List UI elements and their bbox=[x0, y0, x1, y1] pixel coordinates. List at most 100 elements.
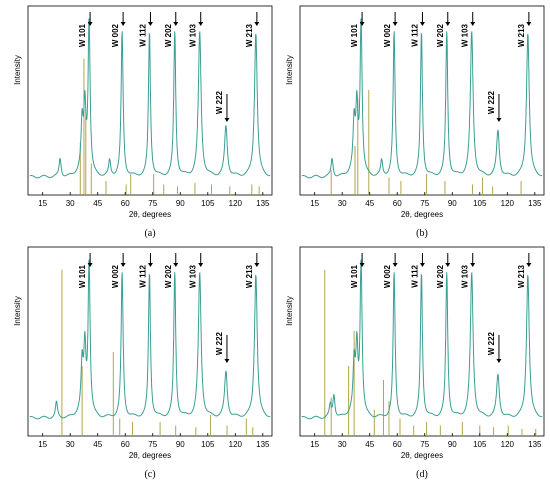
peak-label: W 222 bbox=[215, 331, 224, 355]
x-tick-label: 15 bbox=[38, 440, 47, 449]
panel-label: (c) bbox=[144, 469, 155, 480]
peak-label: W 002 bbox=[383, 264, 392, 288]
peak-label: W 112 bbox=[138, 264, 147, 287]
x-tick-label: 120 bbox=[229, 440, 243, 449]
x-tick-label: 105 bbox=[473, 199, 487, 208]
down-arrow-icon bbox=[392, 22, 398, 26]
plot-frame bbox=[27, 5, 273, 196]
peak-label: W 103 bbox=[189, 23, 198, 47]
x-tick-label: 135 bbox=[256, 199, 270, 208]
down-arrow-icon bbox=[496, 118, 502, 122]
peak-label: W 002 bbox=[111, 264, 120, 288]
peak-label: W 202 bbox=[436, 23, 445, 47]
peak-label: W 103 bbox=[461, 264, 470, 288]
x-axis-title: 2θ, degrees bbox=[401, 451, 443, 460]
down-arrow-icon bbox=[526, 263, 532, 267]
plot-frame bbox=[299, 246, 545, 437]
x-tick-label: 15 bbox=[38, 199, 47, 208]
down-arrow-icon bbox=[147, 22, 153, 26]
y-axis-title: Intensity bbox=[13, 55, 22, 85]
x-tick-label: 120 bbox=[501, 440, 515, 449]
down-arrow-icon bbox=[173, 263, 179, 267]
chart-panel-b: 15 30 45 60 75 90 105 120 135 2θ, degrees Intensit… bbox=[285, 5, 545, 239]
peak-label: W 112 bbox=[410, 23, 419, 46]
down-arrow-icon bbox=[419, 263, 425, 267]
down-arrow-icon bbox=[224, 359, 230, 363]
peak-label: W 213 bbox=[245, 264, 254, 288]
x-tick-label: 30 bbox=[66, 440, 75, 449]
diffraction-pattern-line bbox=[29, 259, 271, 420]
x-tick-label: 90 bbox=[448, 440, 457, 449]
down-arrow-icon bbox=[224, 118, 230, 122]
x-tick-label: 135 bbox=[528, 199, 542, 208]
down-arrow-icon bbox=[120, 263, 126, 267]
panel-label: (d) bbox=[416, 469, 428, 480]
x-tick-label: 75 bbox=[148, 440, 157, 449]
x-tick-label: 45 bbox=[93, 199, 102, 208]
down-arrow-icon bbox=[359, 22, 365, 26]
x-tick-label: 105 bbox=[473, 440, 487, 449]
x-tick-label: 30 bbox=[338, 440, 347, 449]
y-axis-title: Intensity bbox=[285, 296, 294, 326]
x-tick-label: 120 bbox=[229, 199, 243, 208]
down-arrow-icon bbox=[392, 263, 398, 267]
down-arrow-icon bbox=[87, 263, 93, 267]
x-tick-label: 45 bbox=[365, 440, 374, 449]
x-tick-label: 15 bbox=[310, 440, 319, 449]
chart-panel-a: 15 30 45 60 75 90 105 120 135 2θ, degrees Intensit… bbox=[13, 5, 273, 239]
x-axis-title: 2θ, degrees bbox=[401, 210, 443, 219]
peak-label: W 213 bbox=[517, 23, 526, 47]
peak-label: W 112 bbox=[410, 264, 419, 287]
x-tick-label: 30 bbox=[338, 199, 347, 208]
peak-label: W 222 bbox=[487, 90, 496, 114]
peak-label: W 002 bbox=[383, 23, 392, 47]
x-tick-label: 135 bbox=[528, 440, 542, 449]
chart-panel-c: 15 30 45 60 75 90 105 120 135 2θ, degrees Intensit… bbox=[13, 246, 273, 480]
x-tick-label: 45 bbox=[93, 440, 102, 449]
x-tick-label: 60 bbox=[121, 440, 130, 449]
peak-label: W 222 bbox=[215, 90, 224, 114]
down-arrow-icon bbox=[359, 263, 365, 267]
x-tick-label: 90 bbox=[176, 199, 185, 208]
diffraction-pattern-line bbox=[301, 259, 543, 420]
x-tick-label: 135 bbox=[256, 440, 270, 449]
peak-label: W 101 bbox=[78, 264, 87, 288]
down-arrow-icon bbox=[147, 263, 153, 267]
diffraction-pattern-line bbox=[301, 18, 543, 179]
down-arrow-icon bbox=[419, 22, 425, 26]
peak-label: W 101 bbox=[350, 264, 359, 288]
peak-label: W 202 bbox=[164, 23, 173, 47]
peak-label: W 213 bbox=[517, 264, 526, 288]
peak-label: W 202 bbox=[436, 264, 445, 288]
x-tick-label: 60 bbox=[393, 440, 402, 449]
x-axis-title: 2θ, degrees bbox=[129, 451, 171, 460]
peak-label: W 101 bbox=[78, 23, 87, 47]
down-arrow-icon bbox=[445, 263, 451, 267]
peak-label: W 103 bbox=[189, 264, 198, 288]
peak-label: W 002 bbox=[111, 23, 120, 47]
x-tick-label: 120 bbox=[501, 199, 515, 208]
panel-label: (a) bbox=[144, 228, 155, 239]
x-tick-label: 45 bbox=[365, 199, 374, 208]
x-tick-label: 90 bbox=[448, 199, 457, 208]
y-axis-title: Intensity bbox=[285, 55, 294, 85]
peak-label: W 101 bbox=[350, 23, 359, 47]
down-arrow-icon bbox=[198, 263, 204, 267]
x-tick-label: 30 bbox=[66, 199, 75, 208]
x-axis-title: 2θ, degrees bbox=[129, 210, 171, 219]
down-arrow-icon bbox=[254, 22, 260, 26]
y-axis-title: Intensity bbox=[13, 296, 22, 326]
down-arrow-icon bbox=[254, 263, 260, 267]
down-arrow-icon bbox=[470, 22, 476, 26]
x-tick-label: 105 bbox=[201, 199, 215, 208]
down-arrow-icon bbox=[87, 22, 93, 26]
x-tick-label: 15 bbox=[310, 199, 319, 208]
x-tick-label: 75 bbox=[148, 199, 157, 208]
chart-panel-d: 15 30 45 60 75 90 105 120 135 2θ, degrees Intensit… bbox=[285, 246, 545, 480]
plot-frame bbox=[299, 5, 545, 196]
x-tick-label: 75 bbox=[420, 440, 429, 449]
down-arrow-icon bbox=[526, 22, 532, 26]
x-tick-label: 90 bbox=[176, 440, 185, 449]
down-arrow-icon bbox=[120, 22, 126, 26]
